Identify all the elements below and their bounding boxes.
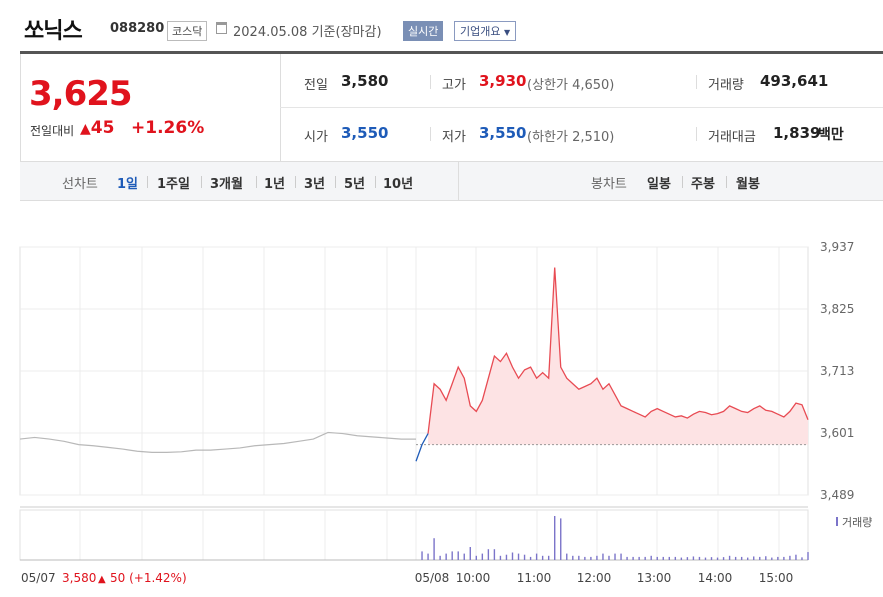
stock-code: 088280: [110, 21, 165, 36]
lower-limit: (하한가 2,510): [527, 130, 615, 145]
up-triangle-icon: ▲: [98, 574, 106, 585]
high-label: 고가: [442, 78, 466, 93]
low-value: 3,550: [479, 124, 527, 142]
prev-close-label: 전일: [304, 78, 328, 93]
divider: [682, 176, 683, 188]
line-chart-label: 선차트: [62, 177, 98, 192]
tab-5y[interactable]: 5년: [344, 177, 366, 192]
volume-value: 493,641: [760, 72, 829, 90]
divider: [295, 176, 296, 188]
company-overview-button[interactable]: 기업개요 ▼: [454, 21, 517, 41]
upper-limit: (상한가 4,650): [527, 78, 615, 93]
trade-value-unit: 백만: [818, 127, 844, 143]
open-label: 시가: [304, 130, 328, 145]
tab-monthly[interactable]: 월봉: [736, 177, 760, 192]
y-tick-label: 3,937: [820, 240, 854, 254]
tab-1y[interactable]: 1년: [264, 177, 286, 192]
tab-daily[interactable]: 일봉: [647, 177, 671, 192]
change-value: ▲45: [80, 118, 115, 138]
x-tick-label: 14:00: [698, 571, 733, 585]
series-today-fill: [428, 267, 808, 445]
candle-chart-label: 봉차트: [591, 177, 627, 192]
divider: [696, 127, 697, 141]
stock-name: 쏘닉스: [24, 19, 83, 44]
change-percent: +1.26%: [131, 118, 205, 138]
volume-frame: [19, 509, 809, 561]
divider: [696, 75, 697, 89]
up-triangle-icon: ▲: [80, 121, 91, 137]
open-value: 3,550: [341, 124, 389, 142]
trade-value: 1,839: [773, 124, 821, 142]
x-tick-label: 13:00: [637, 571, 672, 585]
y-tick-label: 3,713: [820, 364, 854, 378]
divider: [335, 176, 336, 188]
tab-1d[interactable]: 1일: [117, 177, 139, 192]
tab-10y[interactable]: 10년: [383, 177, 414, 192]
volume-label: 거래량: [708, 78, 744, 93]
tab-3m[interactable]: 3개월: [210, 177, 243, 192]
chart-tabs: [20, 162, 883, 201]
quote-row-divider: [280, 107, 883, 108]
high-value: 3,930: [479, 72, 527, 90]
x-tick-label: 11:00: [517, 571, 552, 585]
divider: [256, 176, 257, 188]
trade-value-label: 거래대금: [708, 130, 756, 145]
base-date: 2024.05.08 기준(장마감): [233, 25, 382, 40]
series-today-line: [427, 267, 809, 434]
tab-divider: [458, 162, 459, 200]
calendar-icon: [216, 22, 227, 34]
current-price: 3,625: [29, 74, 133, 114]
x-tick-label: 15:00: [759, 571, 794, 585]
quote-panel: [20, 54, 883, 162]
tab-1w[interactable]: 1주일: [157, 177, 190, 192]
volume-legend: 거래량: [842, 516, 872, 529]
series-today-down: [415, 433, 429, 462]
divider: [375, 176, 376, 188]
tab-weekly[interactable]: 주봉: [691, 177, 715, 192]
series-prev-day: [19, 431, 416, 453]
divider: [430, 75, 431, 89]
divider: [147, 176, 148, 188]
x-tick-label: 12:00: [577, 571, 612, 585]
change-label: 전일대비: [30, 124, 75, 138]
volume-legend-icon: [836, 517, 838, 526]
tab-3y[interactable]: 3년: [304, 177, 326, 192]
x-tick-label: 10:00: [456, 571, 491, 585]
prev-close-value: 3,580: [341, 72, 389, 90]
footer-prev-change: 50 (+1.42%): [110, 571, 187, 585]
footer-prev-price: 3,580: [62, 571, 96, 585]
market-badge: 코스닥: [167, 21, 208, 41]
divider: [726, 176, 727, 188]
divider: [201, 176, 202, 188]
low-label: 저가: [442, 130, 466, 145]
y-tick-label: 3,489: [820, 488, 854, 502]
realtime-button[interactable]: 실시간: [403, 21, 444, 41]
divider: [430, 127, 431, 141]
chevron-down-icon: ▼: [503, 28, 511, 37]
x-tick-label: 05/08: [415, 571, 450, 585]
header-divider: [20, 51, 883, 54]
y-tick-label: 3,601: [820, 426, 854, 440]
x-tick-label: 05/07: [21, 571, 56, 585]
y-tick-label: 3,825: [820, 302, 854, 316]
